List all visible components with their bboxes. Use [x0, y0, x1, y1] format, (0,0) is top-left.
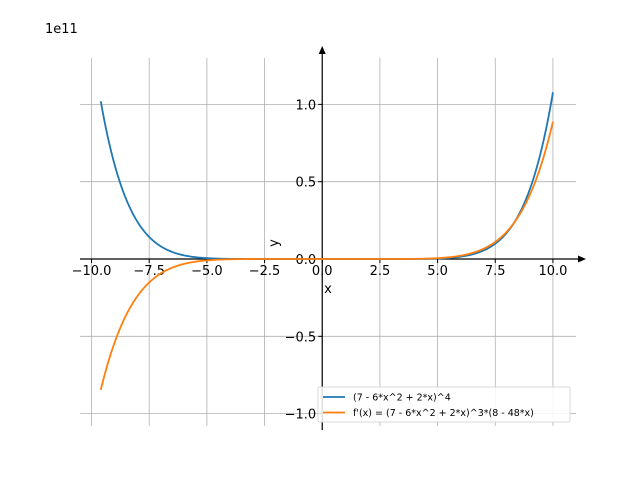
y-tick-label: −0.5 [285, 330, 317, 345]
ticks: −10.0 −7.5 −5.0 −2.5 0.0 2.5 5.0 7.5 10.0 −1.0 −0.… [72, 98, 568, 422]
axes [80, 46, 586, 430]
series-line-1 [99, 92, 554, 260]
series-lines [99, 92, 554, 391]
y-tick-label: 0.0 [296, 253, 317, 268]
x-tick-label: −10.0 [72, 264, 112, 279]
x-axis-arrow [578, 255, 586, 263]
legend-entry: (7 - 6*x^2 + 2*x)^4 [353, 393, 451, 404]
series-line-2 [99, 121, 554, 391]
x-tick-label: 0.0 [312, 264, 333, 279]
legend-entry: f'(x) = (7 - 6*x^2 + 2*x)^3*(8 - 48*x) [353, 408, 534, 419]
x-tick-label: −7.5 [133, 264, 165, 279]
y-tick-label: 0.5 [296, 176, 317, 191]
legend: (7 - 6*x^2 + 2*x)^4 f'(x) = (7 - 6*x^2 + … [317, 386, 571, 423]
y-tick-label: −1.0 [285, 408, 317, 423]
x-tick-label: 5.0 [427, 264, 448, 279]
legend-box [317, 386, 571, 423]
x-tick-label: 7.5 [485, 264, 506, 279]
y-offset-label: 1e11 [45, 22, 78, 37]
x-axis-label: x [324, 282, 332, 297]
x-tick-label: 2.5 [370, 264, 391, 279]
x-tick-label: −2.5 [249, 264, 281, 279]
x-tick-label: 10.0 [538, 264, 567, 279]
y-axis-arrow [318, 46, 326, 54]
y-tick-label: 1.0 [296, 98, 317, 113]
x-tick-label: −5.0 [191, 264, 223, 279]
y-axis-label: y [267, 239, 282, 247]
